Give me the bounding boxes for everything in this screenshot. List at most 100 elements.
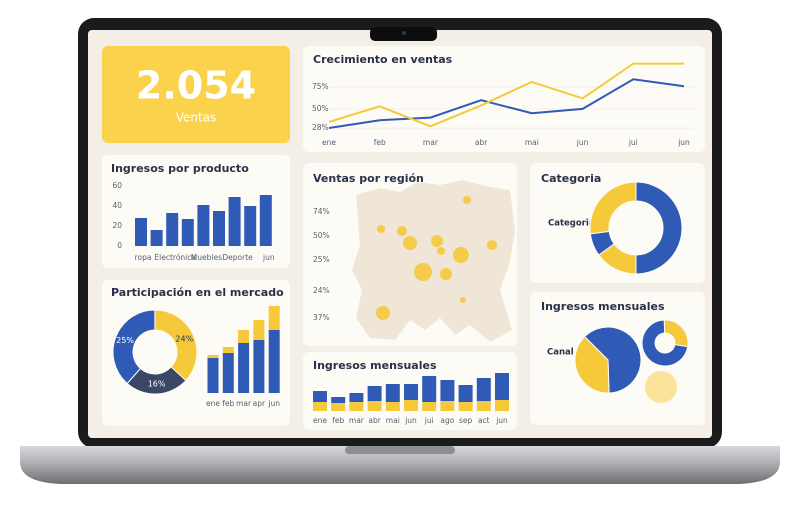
line-series <box>328 62 684 128</box>
pie-slice <box>589 181 637 235</box>
kpi-value: 2.054 <box>136 64 256 108</box>
x-tick-label: jun <box>404 416 417 425</box>
bubble <box>487 240 497 250</box>
chart-label: Canal <box>547 348 574 358</box>
x-tick-label: jun <box>576 138 589 147</box>
bar-segment <box>422 402 437 411</box>
bar-segment <box>331 403 346 411</box>
chart-title: Ingresos por producto <box>111 162 249 175</box>
bar-segment <box>495 373 509 400</box>
bar-segment <box>476 378 491 401</box>
bubble <box>403 236 417 250</box>
panel <box>303 46 705 152</box>
chart-title: Ventas por región <box>313 172 424 185</box>
chart-title: Ingresos mensuales <box>541 300 665 313</box>
x-tick-label: abr <box>475 138 488 147</box>
bar-segment <box>440 401 455 411</box>
bar <box>135 218 147 246</box>
map-shape <box>352 180 515 342</box>
bar-segment <box>476 401 491 411</box>
pie-slice <box>154 309 198 382</box>
x-tick-label: jun <box>495 416 508 425</box>
chart-label: Categoria <box>548 219 595 229</box>
x-tick-label: jun <box>677 138 690 147</box>
bubble <box>414 263 432 281</box>
bar <box>181 219 194 246</box>
bar-segment <box>253 320 265 340</box>
x-tick-label: Electrónica <box>154 253 196 262</box>
x-tick-label: mai <box>386 416 400 425</box>
pie-slice <box>112 309 156 385</box>
bar-segment <box>367 401 382 411</box>
map-label: 24% <box>313 286 330 295</box>
bar-segment <box>331 397 346 403</box>
map-label: 50% <box>313 231 330 240</box>
bar <box>244 206 257 246</box>
x-tick-label: ene <box>322 138 336 147</box>
kpi-card <box>102 46 290 143</box>
x-tick-label: ene <box>313 416 327 425</box>
x-tick-label: jui <box>424 416 434 425</box>
x-tick-label: apr <box>253 399 266 408</box>
bar-segment <box>238 330 250 343</box>
bar-segment <box>222 347 234 353</box>
bubble <box>463 196 471 204</box>
x-tick-label: ago <box>440 416 454 425</box>
x-tick-label: Deporte <box>222 253 253 262</box>
bar <box>213 211 225 246</box>
x-tick-label: feb <box>222 399 234 408</box>
kpi-label: Ventas <box>176 111 217 125</box>
pie-slice <box>583 326 642 394</box>
bubble <box>431 235 443 247</box>
data-label: 24% <box>175 335 193 344</box>
bar-segment <box>385 384 400 402</box>
bubble <box>437 247 445 255</box>
chart-title: Crecimiento en ventas <box>313 53 453 66</box>
bar-segment <box>458 385 473 402</box>
bubble <box>376 306 390 320</box>
bar-segment <box>313 391 327 402</box>
data-label: 25% <box>116 336 134 345</box>
pie-slice <box>635 181 683 275</box>
bubble <box>377 225 385 233</box>
bubble <box>460 297 466 303</box>
bubble <box>397 226 407 236</box>
x-tick-label: feb <box>374 138 386 147</box>
base-groove <box>345 446 455 454</box>
camera <box>402 31 406 35</box>
x-tick-label: ropa <box>135 253 152 262</box>
bar-segment <box>349 402 364 411</box>
panel <box>102 155 290 268</box>
y-tick-label: 28% <box>312 123 329 132</box>
x-tick-label: jui <box>628 138 638 147</box>
bar-segment <box>268 330 280 393</box>
bar-segment <box>222 353 234 393</box>
bar-segment <box>458 402 473 411</box>
bar-segment <box>440 380 455 401</box>
y-tick-label: 75% <box>312 82 329 91</box>
x-tick-label: Muebles <box>191 253 222 262</box>
x-tick-label: mai <box>525 138 539 147</box>
x-tick-label: feb <box>332 416 344 425</box>
bar <box>259 195 272 246</box>
x-tick-label: mar <box>423 138 439 147</box>
chart-title: Ingresos mensuales <box>313 359 437 372</box>
map-label: 74% <box>313 207 330 216</box>
x-tick-label: ene <box>206 399 220 408</box>
x-tick-label: jun <box>267 399 280 408</box>
map-label: 37% <box>313 313 330 322</box>
bar <box>150 230 163 246</box>
x-tick-label: abr <box>368 416 381 425</box>
pie-slice <box>126 366 187 395</box>
chart-title: Categoria <box>541 172 601 185</box>
pie-slice <box>641 319 689 367</box>
x-tick-label: act <box>478 416 490 425</box>
bar-segment <box>238 343 250 393</box>
laptop-base <box>20 446 780 484</box>
bar <box>197 205 210 246</box>
bar-segment <box>349 393 364 402</box>
bar <box>166 213 179 246</box>
map-label: 25% <box>313 255 330 264</box>
